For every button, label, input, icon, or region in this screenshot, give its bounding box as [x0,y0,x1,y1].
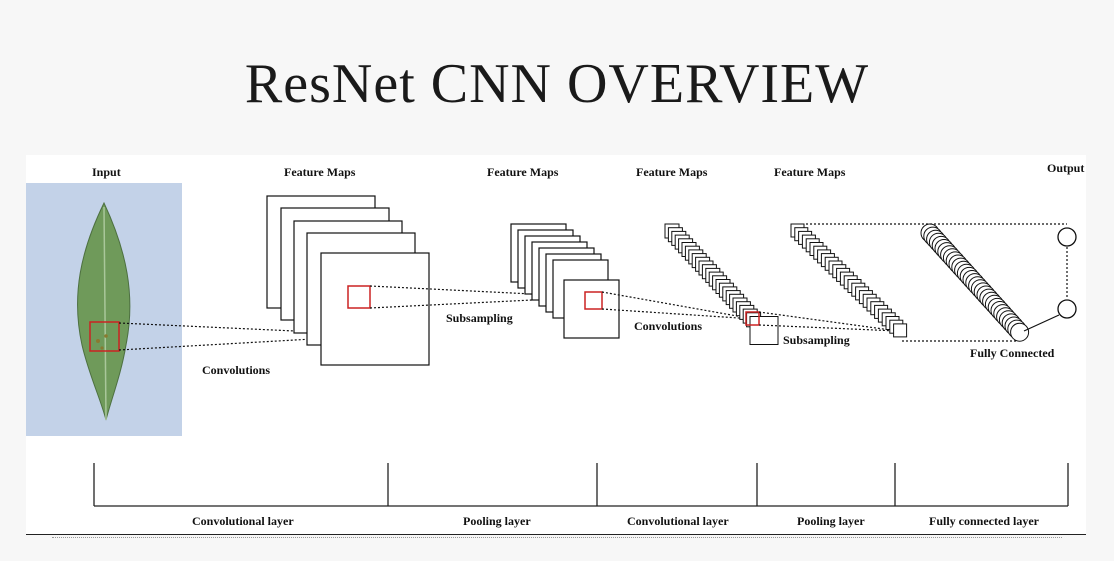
fc-neuron [1010,322,1030,342]
slide-title: ResNet CNN OVERVIEW [244,53,870,115]
input-receptive-field [89,321,120,352]
op-fully-connected: Fully Connected [970,346,1055,360]
feature-map-3-patch [745,311,760,326]
feature-maps-stack-1 [266,195,430,366]
op-subsampling-2: Subsampling [783,333,850,347]
feature-maps-stack-2 [510,223,620,339]
projection-lines-3 [601,291,755,320]
op-subsampling-1: Subsampling [446,311,513,325]
input-label: Input [92,165,121,179]
layer-brackets [93,463,1069,507]
cnn-diagram [26,183,1077,507]
layer-label-pool-2: Pooling layer [797,514,865,528]
feature-maps-label-3: Feature Maps [636,165,708,179]
feature-map [749,316,779,345]
input-leaf-image [26,183,182,436]
layer-label-fc: Fully connected layer [929,514,1039,528]
output-lines [1023,314,1060,332]
feature-maps-label-4: Feature Maps [774,165,846,179]
cnn-diagram-panel: Input Feature Maps Feature Maps Feature … [26,155,1086,535]
layer-label-pool-1: Pooling layer [463,514,531,528]
op-convolutions-1: Convolutions [202,363,271,377]
op-convolutions-2: Convolutions [634,319,703,333]
fully-connected-neurons [920,223,1030,342]
bottom-rule [26,534,1086,535]
projection-lines-2 [369,285,594,309]
bottom-dotted-rule [52,537,1062,538]
feature-maps-label-2: Feature Maps [487,165,559,179]
output-label: Output [1047,161,1085,175]
feature-map-2-patch [584,291,603,310]
output-neuron-2 [1057,299,1077,319]
projection-lines-4 [758,311,899,332]
fc-connection-lines [806,223,1068,342]
layer-label-conv-1: Convolutional layer [192,514,294,528]
feature-maps-label-1: Feature Maps [284,165,356,179]
feature-maps-stack-4 [790,223,908,338]
feature-map-1-patch [347,285,371,309]
feature-map [893,323,908,338]
output-neuron-1 [1057,227,1077,247]
layer-label-conv-2: Convolutional layer [627,514,729,528]
